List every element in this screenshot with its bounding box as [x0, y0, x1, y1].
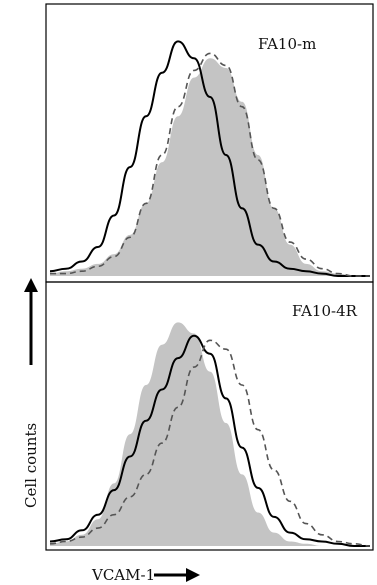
histogram-dashed-line-top: [50, 52, 370, 277]
x-axis-label: VCAM-1: [91, 566, 155, 584]
y-axis-caption: Cell counts: [22, 278, 40, 508]
panel-label-top: FA10-m: [258, 35, 316, 53]
histogram-layer-bottom: [49, 322, 371, 547]
y-arrow-head: [24, 278, 38, 292]
histogram-solid-line-bottom: [49, 334, 370, 547]
histogram-panel-bottom: FA10-4R: [45, 281, 374, 551]
histogram-filled-top: [50, 58, 370, 276]
panel-frame-bottom: [45, 281, 374, 551]
y-axis-label: Cell counts: [22, 423, 40, 508]
x-arrow-head: [186, 568, 200, 582]
x-axis-caption: VCAM-1: [91, 566, 200, 584]
histogram-layer-top: [49, 40, 370, 277]
panel-label-bottom: FA10-4R: [292, 302, 358, 320]
histogram-panel-top: FA10-m: [45, 3, 374, 283]
histogram-filled-bottom: [50, 322, 370, 546]
histogram-dashed-line-bottom: [49, 339, 371, 547]
histogram-solid-line-top: [49, 40, 370, 277]
